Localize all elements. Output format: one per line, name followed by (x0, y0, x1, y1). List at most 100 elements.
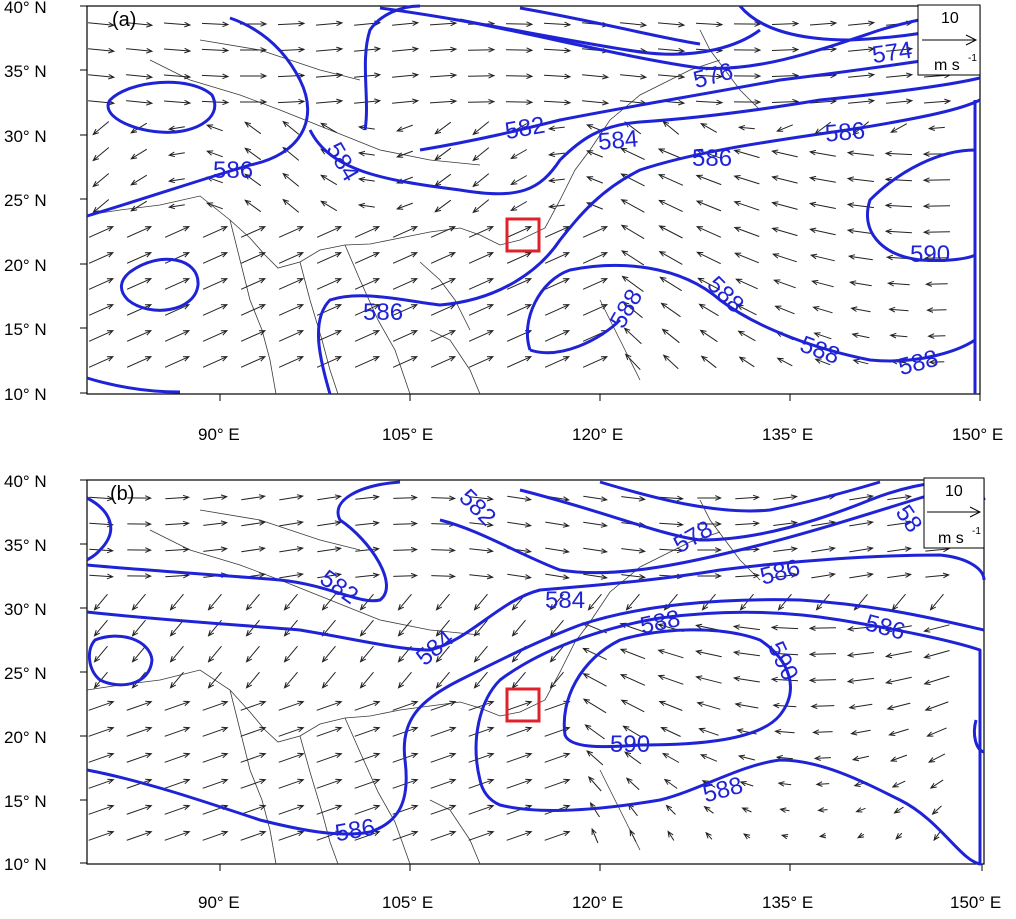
wind-arrow-icon (202, 278, 229, 290)
wind-arrow-icon (583, 573, 608, 580)
wind-arrow-icon (240, 73, 268, 79)
wind-arrow-icon (735, 278, 758, 290)
wind-arrow-icon (818, 832, 827, 839)
wind-arrow-icon (88, 252, 115, 264)
wind-arrow-icon (737, 330, 756, 342)
wind-arrow-icon (241, 546, 266, 553)
wind-arrow-icon (506, 304, 533, 316)
wind-arrow-icon (429, 98, 458, 105)
lon-tick-label: 120° E (572, 425, 623, 444)
wind-arrow-icon (240, 700, 267, 711)
wind-arrow-icon (506, 752, 533, 763)
wind-arrow-icon (665, 804, 676, 815)
wind-arrow-icon (316, 330, 343, 342)
wind-arrow-icon (278, 804, 305, 815)
contour-588-loop (529, 318, 622, 355)
wind-arrow-icon (657, 148, 684, 160)
wind-arrow-icon (278, 726, 305, 737)
wind-arrow-icon (354, 226, 381, 238)
wind-arrow-icon (277, 72, 306, 79)
wind-arrow-icon (163, 21, 192, 28)
wind-arrow-icon (317, 546, 342, 553)
wind-arrow-icon (434, 199, 452, 213)
ref-magnitude: 10 (941, 10, 959, 27)
wind-arrow-icon (620, 699, 645, 713)
wind-arrow-icon (245, 619, 260, 637)
wind-arrow-icon (240, 304, 267, 316)
wind-arrow-icon (126, 700, 153, 711)
wind-arrow-icon (505, 47, 534, 53)
wind-arrow-icon (732, 650, 760, 657)
wind-arrow-icon (890, 123, 908, 133)
wind-arrow-icon (695, 148, 722, 159)
lat-tick-label: 30° N (4, 127, 47, 146)
wind-arrow-icon (585, 150, 603, 158)
wind-arrow-icon (511, 671, 526, 689)
wind-arrow-icon (776, 124, 793, 132)
wind-arrow-icon (321, 671, 336, 689)
wind-arrow-icon (88, 278, 115, 290)
wind-arrow-icon (695, 21, 724, 28)
wind-arrow-icon (884, 150, 913, 157)
wind-arrow-icon (773, 520, 798, 526)
wind-arrow-icon (811, 279, 834, 288)
wind-arrow-icon (926, 307, 947, 313)
wind-arrow-icon (929, 779, 944, 789)
wind-arrow-icon (355, 572, 380, 579)
wind-arrow-icon (738, 356, 755, 368)
wind-arrow-icon (695, 73, 724, 80)
wind-arrow-icon (355, 546, 380, 553)
wind-arrow-icon (661, 752, 680, 763)
contour-label: 588 (702, 271, 749, 318)
wind-arrow-icon (468, 304, 495, 316)
wind-arrow-icon (164, 278, 191, 290)
wind-arrow-icon (621, 275, 644, 293)
wind-arrow-icon (430, 778, 457, 789)
wind-arrow-icon (846, 228, 874, 235)
wind-arrow-icon (468, 804, 495, 815)
wind-arrow-icon (241, 520, 266, 527)
wind-arrow-icon (434, 173, 452, 187)
wind-arrow-icon (696, 701, 721, 710)
wind-arrow-icon (127, 547, 152, 553)
wind-arrow-icon (430, 804, 457, 815)
wind-arrow-icon (317, 572, 342, 579)
wind-arrow-icon (279, 520, 304, 527)
wind-arrow-icon (354, 252, 381, 264)
wind-arrow-icon (695, 675, 722, 684)
wind-arrow-icon (131, 593, 146, 611)
contour-label: 588 (895, 345, 941, 381)
wind-arrow-icon (207, 645, 222, 663)
wind-arrow-icon (245, 645, 260, 663)
wind-arrow-icon (354, 700, 381, 711)
wind-arrow-icon (89, 495, 114, 502)
wind-arrow-icon (315, 72, 344, 79)
wind-arrow-icon (130, 200, 148, 212)
wind-arrow-icon (278, 330, 305, 342)
wind-arrow-icon (582, 252, 609, 264)
wind-arrow-icon (315, 98, 344, 105)
wind-arrow-icon (430, 356, 457, 368)
wind-arrow-icon (126, 726, 153, 737)
wind-arrow-icon (282, 120, 300, 135)
lon-tick-label: 120° E (572, 893, 623, 912)
contour-label: 584 (545, 587, 585, 614)
panel-a-wind-vectors (88, 20, 952, 371)
wind-arrow-icon (207, 671, 222, 689)
wind-arrow-icon (848, 20, 876, 27)
wind-arrow-icon (392, 330, 419, 342)
contour-label: 586 (213, 157, 253, 184)
wind-arrow-icon (888, 728, 909, 736)
wind-arrow-icon (659, 276, 682, 292)
wind-arrow-icon (278, 252, 305, 264)
wind-arrow-icon (469, 547, 494, 554)
panel-b-reference-vector: 10 m s -1 (923, 477, 985, 549)
wind-arrow-icon (817, 807, 828, 813)
wind-arrow-icon (695, 200, 722, 212)
wind-arrow-icon (164, 752, 191, 763)
wind-arrow-icon (392, 278, 419, 290)
wind-arrow-icon (507, 521, 532, 528)
wind-arrow-icon (126, 330, 153, 342)
wind-arrow-icon (809, 20, 838, 27)
